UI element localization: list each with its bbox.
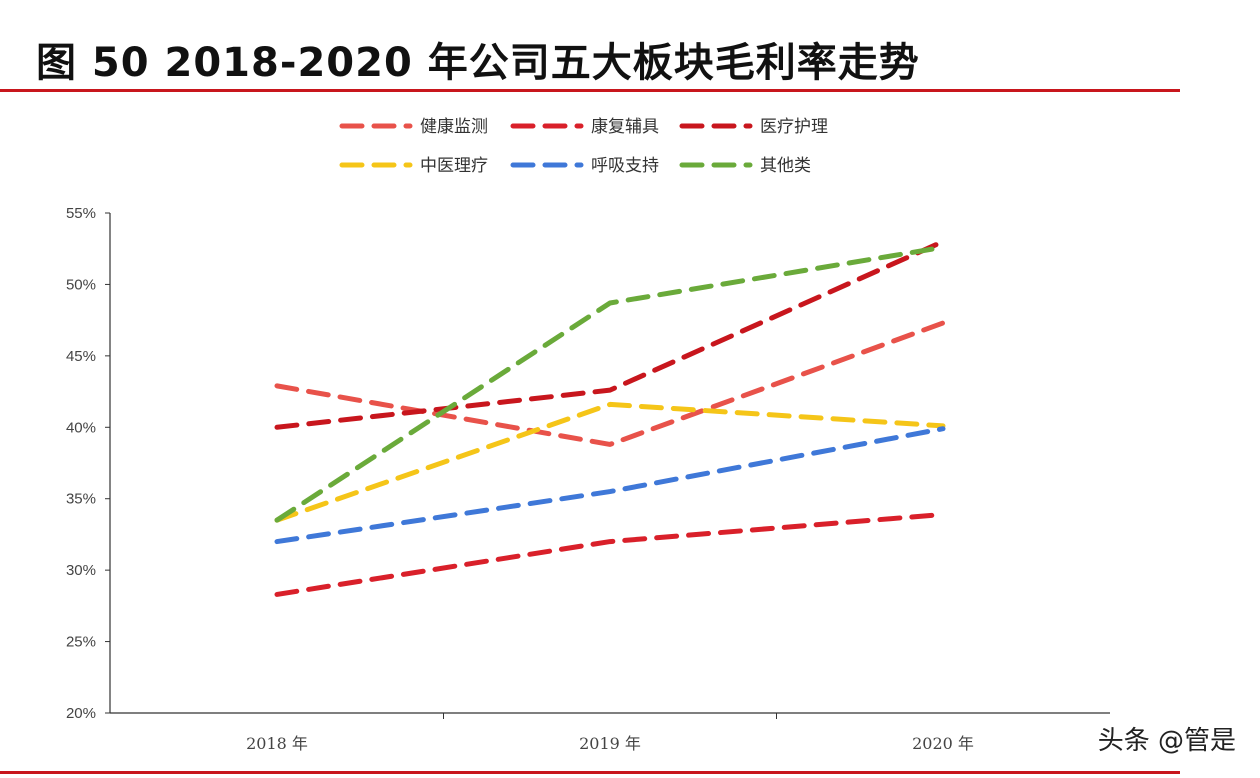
series-line-3: 医疗护理: [274, 239, 946, 430]
legend-label: 呼吸支持: [591, 156, 659, 176]
y-tick-label: 20%: [66, 705, 96, 722]
x-tick-label: 2020 年: [912, 734, 974, 753]
x-tick-label: 2018 年: [246, 734, 308, 753]
y-tick-label: 25%: [66, 634, 96, 651]
legend-label: 其他类: [760, 156, 811, 176]
series-line-5: 呼吸支持: [274, 426, 946, 545]
series-line-2: 康复辅具: [274, 511, 946, 597]
y-tick-label: 50%: [66, 276, 96, 293]
series-line-1: 健康监测: [274, 320, 946, 447]
chart-title: 图 50 2018-2020 年公司五大板块毛利率走势: [36, 40, 920, 86]
legend-label: 中医理疗: [420, 156, 488, 176]
watermark: 头条 @管是: [1097, 726, 1236, 756]
series-line-4: 中医理疗: [274, 401, 946, 523]
top-rule: [0, 89, 1180, 92]
y-tick-label: 35%: [66, 491, 96, 508]
bottom-rule: [0, 771, 1180, 774]
y-tick-label: 55%: [66, 205, 96, 222]
y-tick-label: 30%: [66, 562, 96, 579]
y-tick-label: 45%: [66, 348, 96, 365]
legend-label: 医疗护理: [760, 117, 828, 137]
y-tick-label: 40%: [66, 419, 96, 436]
x-tick-label: 2019 年: [579, 734, 641, 753]
legend-label: 健康监测: [420, 117, 488, 137]
legend-label: 康复辅具: [591, 117, 659, 137]
series-line-6: 其他类: [274, 244, 946, 523]
